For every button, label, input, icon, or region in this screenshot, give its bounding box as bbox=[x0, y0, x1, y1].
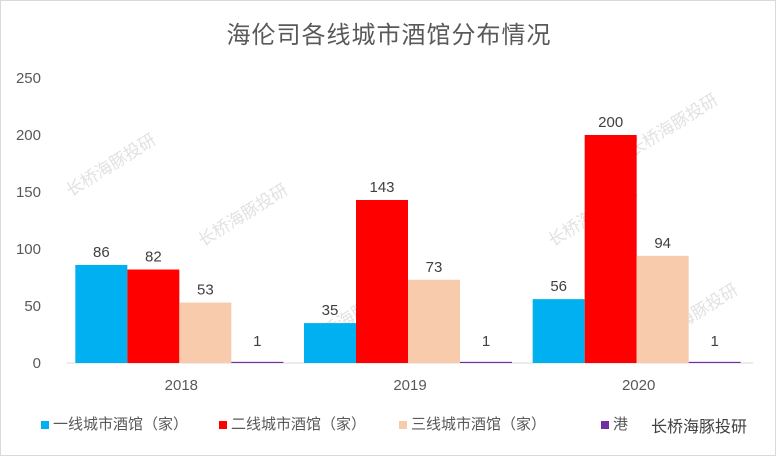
bar bbox=[688, 361, 741, 363]
bar bbox=[584, 135, 637, 363]
legend-item: 二线城市酒馆（家） bbox=[219, 413, 366, 434]
data-label: 82 bbox=[145, 249, 162, 266]
bar bbox=[636, 255, 689, 363]
data-label: 94 bbox=[654, 235, 671, 252]
legend-swatch bbox=[399, 420, 407, 429]
data-label: 53 bbox=[197, 282, 214, 299]
bar bbox=[304, 323, 356, 363]
legend-item: 三线城市酒馆（家） bbox=[399, 413, 546, 434]
y-tick-label: 150 bbox=[16, 184, 41, 201]
bar bbox=[75, 264, 128, 363]
legend-label: 一线城市酒馆（家） bbox=[53, 415, 189, 433]
x-tick-label: 2020 bbox=[622, 377, 655, 394]
bar bbox=[460, 361, 512, 363]
x-tick-label: 2019 bbox=[393, 377, 426, 394]
data-label: 1 bbox=[710, 333, 718, 350]
legend-item: 港 bbox=[601, 413, 628, 434]
data-label: 56 bbox=[550, 278, 567, 295]
data-label: 86 bbox=[93, 244, 110, 261]
bar bbox=[231, 361, 284, 363]
data-label: 200 bbox=[598, 114, 623, 131]
legend-swatch bbox=[219, 420, 227, 429]
y-tick-label: 200 bbox=[16, 127, 41, 144]
legend: 一线城市酒馆（家） 二线城市酒馆（家） 三线城市酒馆（家） 港 bbox=[41, 413, 771, 437]
chart-title: 海伦司各线城市酒馆分布情况 bbox=[226, 21, 552, 49]
bar bbox=[532, 299, 585, 363]
data-label: 1 bbox=[253, 333, 261, 350]
data-label: 143 bbox=[369, 179, 394, 196]
data-label: 1 bbox=[482, 333, 490, 350]
data-label: 35 bbox=[322, 302, 339, 319]
bar bbox=[127, 269, 180, 363]
bar bbox=[356, 199, 408, 363]
legend-label: 港 bbox=[613, 415, 629, 433]
legend-swatch bbox=[41, 420, 49, 429]
y-tick-label: 100 bbox=[16, 241, 41, 258]
y-tick-label: 0 bbox=[33, 355, 41, 372]
x-tick-label: 2018 bbox=[165, 377, 198, 394]
data-label: 73 bbox=[426, 259, 443, 276]
legend-label: 三线城市酒馆（家） bbox=[411, 415, 547, 433]
y-tick-label: 50 bbox=[24, 298, 41, 315]
bar bbox=[179, 302, 232, 363]
watermark-logo: 长桥海豚投研 bbox=[648, 413, 749, 437]
legend-swatch bbox=[601, 420, 609, 429]
legend-label: 二线城市酒馆（家） bbox=[231, 415, 367, 433]
y-tick-label: 250 bbox=[16, 70, 41, 87]
legend-item: 一线城市酒馆（家） bbox=[41, 413, 188, 434]
bar bbox=[408, 279, 460, 363]
